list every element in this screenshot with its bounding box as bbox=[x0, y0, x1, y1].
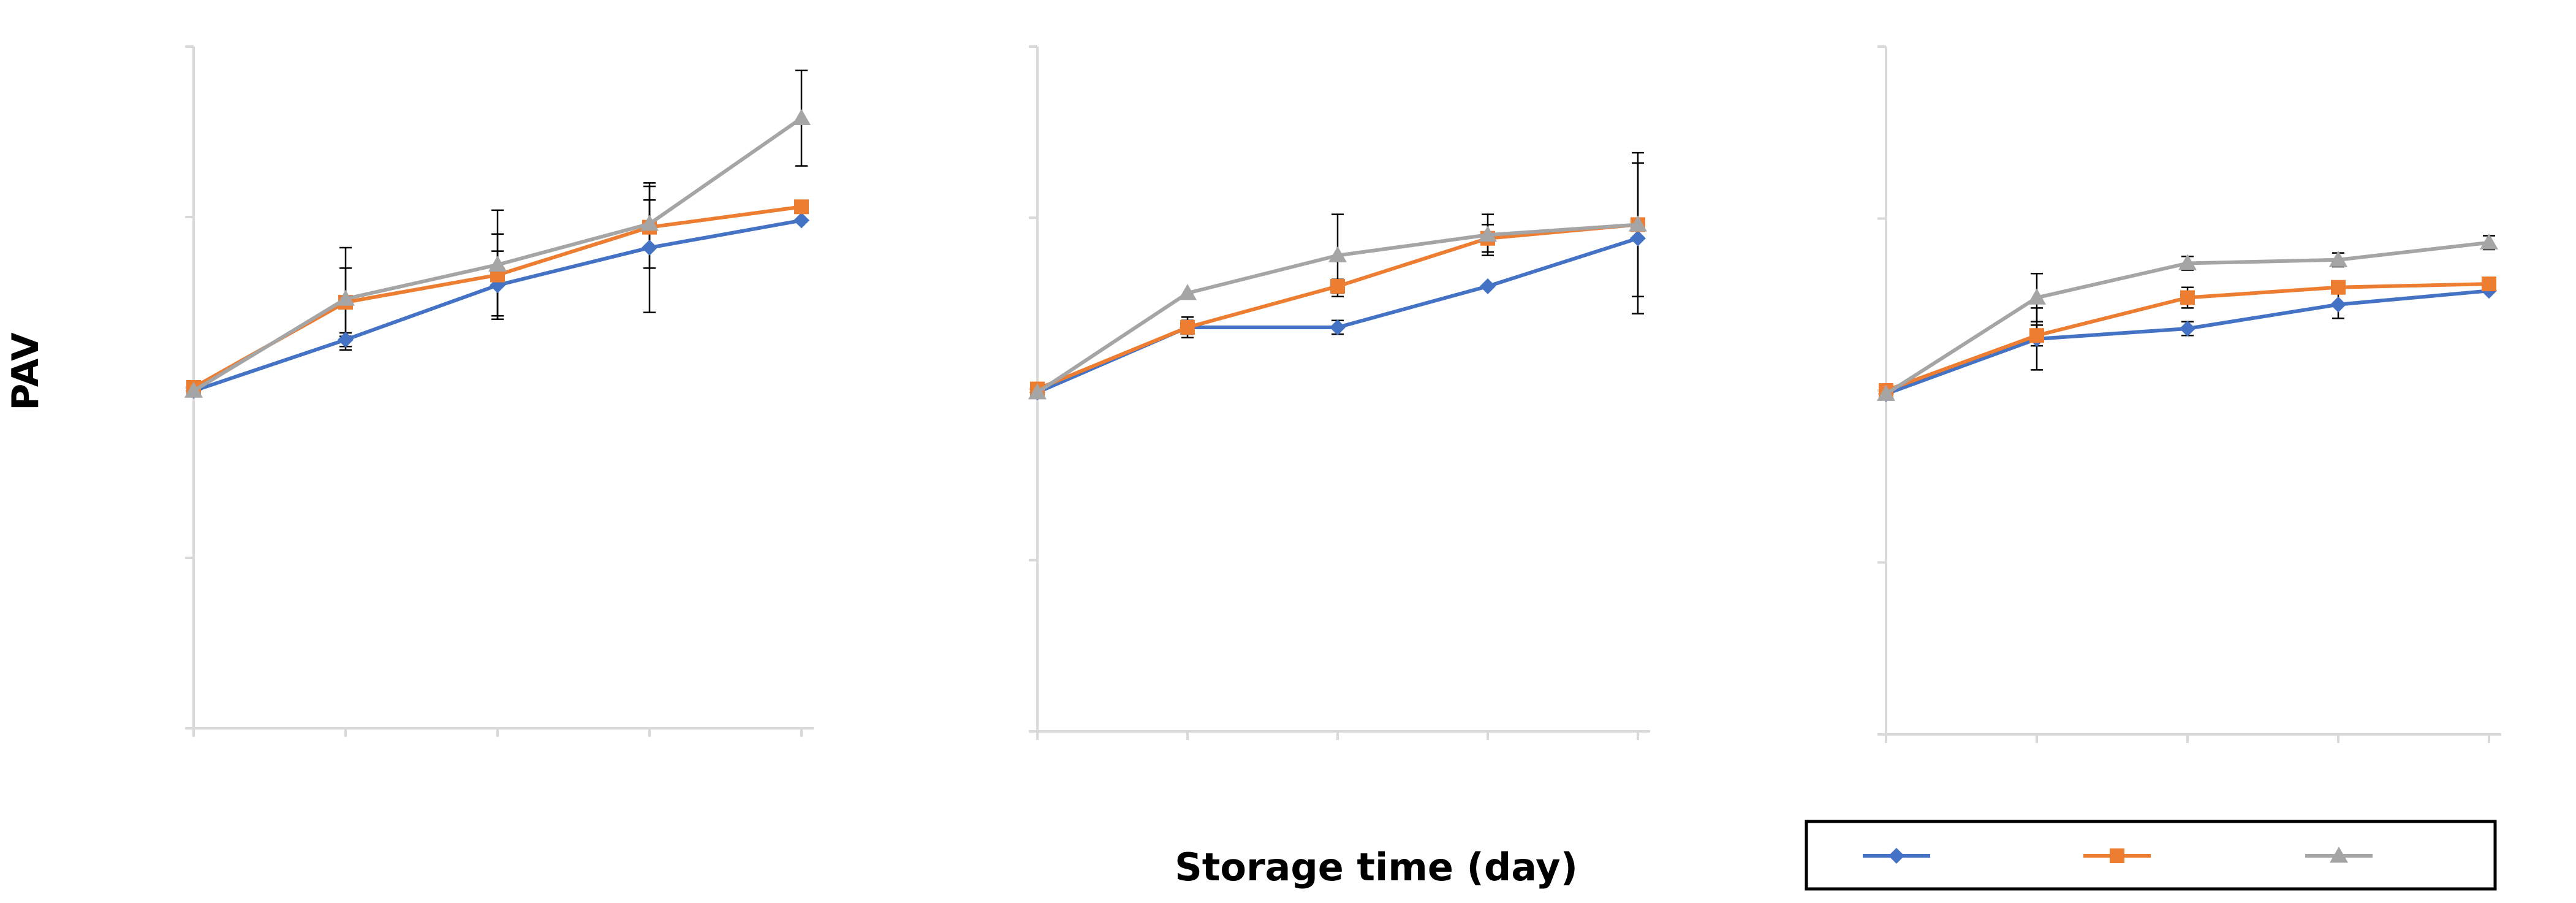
panels bbox=[184, 45, 2501, 743]
data-point-40c bbox=[1330, 278, 1345, 294]
data-point-30c bbox=[794, 212, 809, 229]
panel-b bbox=[1028, 45, 1650, 740]
data-point-50c bbox=[1629, 215, 1647, 232]
data-point-50c bbox=[184, 381, 203, 398]
legend-item-50c bbox=[2305, 847, 2373, 863]
legend-item-40c bbox=[2083, 848, 2151, 863]
data-point-40c bbox=[1180, 319, 1195, 335]
data-point-50c bbox=[1877, 384, 1895, 401]
data-point-50c bbox=[336, 289, 355, 306]
legend-item-30c bbox=[1863, 848, 1930, 864]
y-axis-title: PAV bbox=[4, 332, 47, 411]
panel-c bbox=[1877, 45, 2501, 743]
legend bbox=[1805, 820, 2497, 891]
legend-items bbox=[1863, 847, 2373, 864]
data-point-50c bbox=[2480, 233, 2498, 250]
data-point-40c bbox=[794, 199, 809, 215]
legend-marker bbox=[2330, 847, 2348, 863]
legend-marker bbox=[1888, 848, 1904, 864]
data-point-30c bbox=[2330, 296, 2346, 313]
panel-a bbox=[184, 45, 814, 737]
data-point-50c bbox=[2028, 288, 2046, 305]
data-point-50c bbox=[1178, 284, 1197, 300]
data-point-30c bbox=[1630, 230, 1646, 246]
data-point-40c bbox=[2180, 290, 2195, 305]
data-point-30c bbox=[1330, 319, 1346, 335]
x-axis-title: Storage time (day) bbox=[1175, 845, 1578, 890]
legend-marker bbox=[2110, 848, 2124, 863]
data-point-50c bbox=[792, 109, 811, 126]
data-point-50c bbox=[2329, 250, 2347, 267]
data-point-50c bbox=[1479, 226, 1497, 242]
data-point-50c bbox=[1028, 383, 1047, 400]
data-point-50c bbox=[488, 255, 507, 272]
data-point-40c bbox=[2482, 276, 2496, 292]
data-point-50c bbox=[1328, 246, 1347, 262]
data-point-50c bbox=[2178, 254, 2197, 270]
data-point-40c bbox=[2029, 328, 2044, 343]
data-point-40c bbox=[2331, 280, 2346, 295]
data-point-50c bbox=[640, 215, 659, 231]
data-point-30c bbox=[338, 332, 354, 348]
data-point-30c bbox=[2180, 321, 2195, 337]
data-point-30c bbox=[1480, 278, 1496, 294]
data-point-30c bbox=[642, 240, 657, 256]
